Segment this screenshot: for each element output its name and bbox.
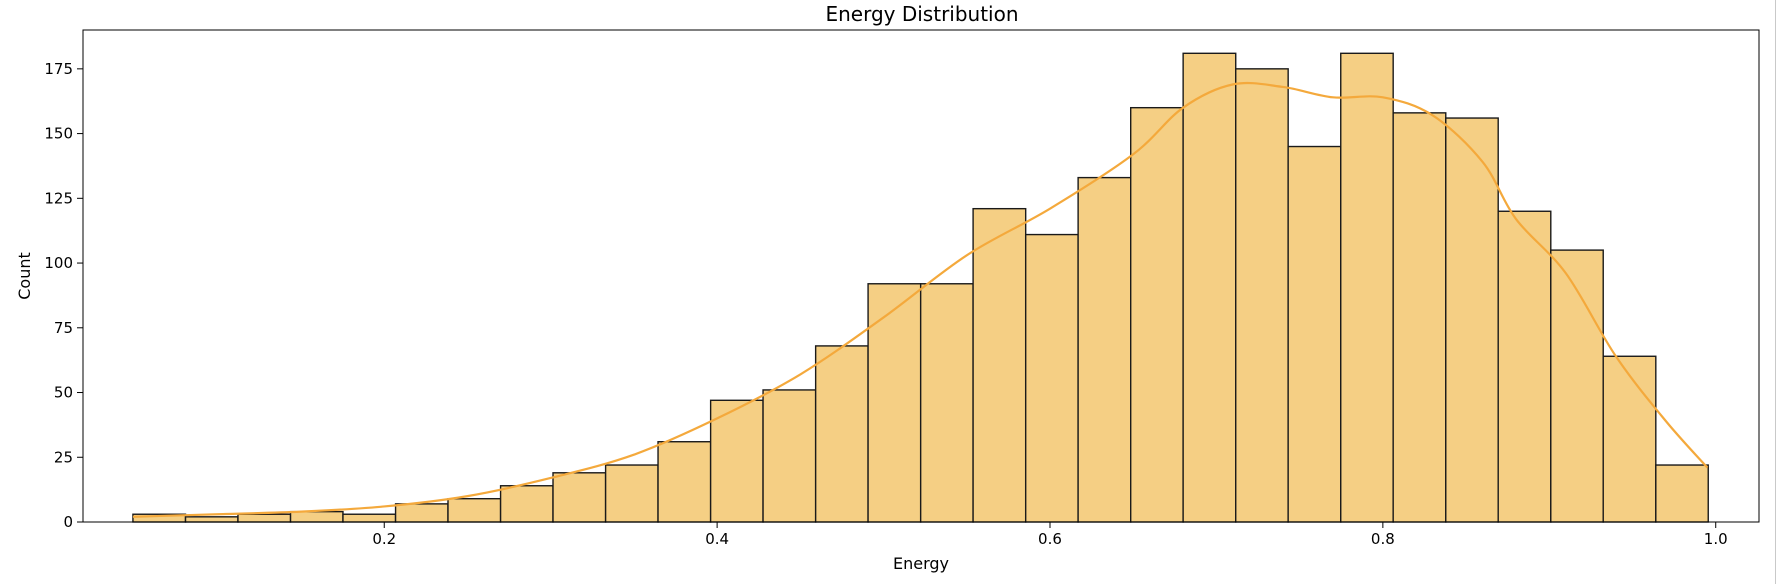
histogram-bar xyxy=(1445,117,1499,523)
histogram-bar xyxy=(1287,145,1342,523)
x-tick-label: 0.6 xyxy=(1038,530,1062,548)
y-tick-label: 125 xyxy=(44,189,73,207)
plot-frame xyxy=(82,29,1760,523)
histogram-bar xyxy=(1024,233,1079,523)
histogram-bar xyxy=(709,399,764,523)
histogram-bar xyxy=(552,472,607,523)
y-tick-label: 25 xyxy=(54,448,73,466)
histogram-bar xyxy=(1497,210,1552,523)
histogram-bar xyxy=(762,389,817,523)
y-axis-label: Count xyxy=(15,252,34,300)
histogram-bar xyxy=(1340,52,1394,523)
histogram-bar xyxy=(1602,355,1657,523)
histogram-bar xyxy=(1235,68,1289,523)
histogram-bar xyxy=(289,510,344,523)
histogram-bar xyxy=(184,516,239,523)
histogram-bars xyxy=(132,52,1709,523)
y-tick-label: 75 xyxy=(54,319,73,337)
chart-title: Energy Distribution xyxy=(825,2,1018,26)
y-tick-label: 175 xyxy=(44,60,73,78)
y-tick-label: 100 xyxy=(44,254,73,272)
histogram-bar xyxy=(814,345,869,523)
histogram-bar xyxy=(1077,176,1132,523)
x-tick-label: 1.0 xyxy=(1704,530,1728,548)
histogram-bar xyxy=(342,513,397,523)
y-tick-label: 50 xyxy=(54,384,73,402)
histogram-bar xyxy=(657,441,712,523)
y-tick-label: 150 xyxy=(44,125,73,143)
x-axis-label: Energy xyxy=(893,554,949,573)
histogram-bar xyxy=(867,283,922,523)
histogram-bar xyxy=(447,497,502,523)
histogram-bar xyxy=(1130,106,1184,523)
window-edge xyxy=(1775,0,1776,584)
histogram-bar xyxy=(1392,112,1447,523)
x-tick-label: 0.8 xyxy=(1371,530,1395,548)
x-tick-label: 0.2 xyxy=(372,530,396,548)
y-tick-label: 0 xyxy=(63,513,73,531)
histogram-bar xyxy=(499,485,554,523)
x-tick-label: 0.4 xyxy=(705,530,729,548)
histogram-bar xyxy=(1655,464,1709,523)
histogram-bar xyxy=(394,503,449,523)
kde-curve xyxy=(132,81,1709,518)
histogram-bar xyxy=(972,207,1027,523)
histogram-bar xyxy=(237,513,292,523)
histogram-bar xyxy=(604,464,659,523)
histogram-bar xyxy=(919,283,974,523)
histogram-bar xyxy=(1182,52,1237,523)
